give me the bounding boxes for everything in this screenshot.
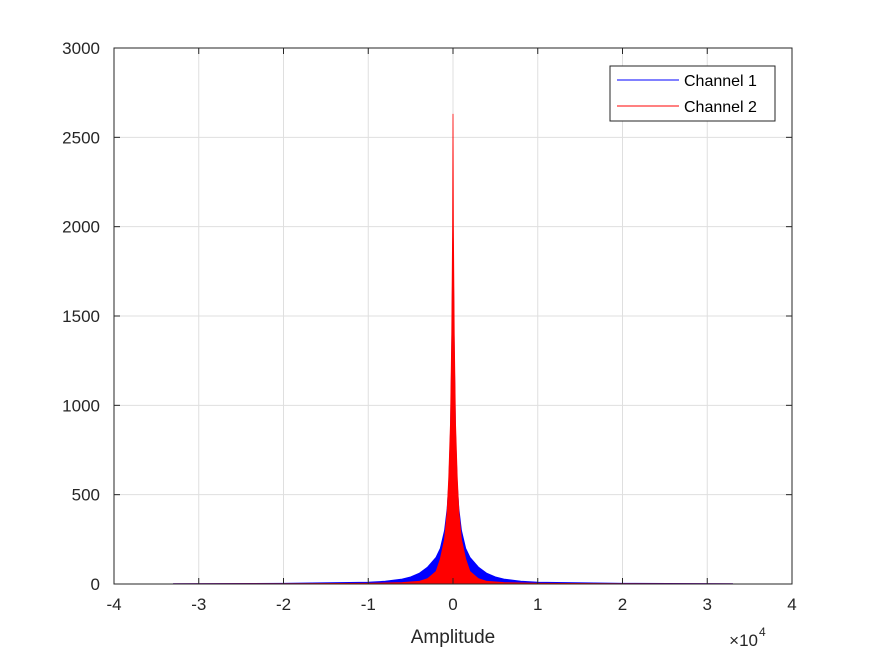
x-exponent-base: ×10: [729, 631, 758, 650]
x-exponent: ×10 4: [729, 625, 766, 650]
y-tick-label: 500: [72, 486, 100, 505]
x-tick-label: -2: [276, 595, 291, 614]
legend-box: [609, 65, 776, 122]
legend-label-channel-2: Channel 2: [684, 99, 757, 116]
x-axis-label: Amplitude: [411, 627, 496, 648]
y-tick-label: 0: [91, 575, 100, 594]
x-tick-label: 1: [533, 595, 542, 614]
x-tick-label: 4: [787, 595, 796, 614]
x-tick-label: 3: [703, 595, 712, 614]
x-tick-label: 2: [618, 595, 627, 614]
x-ticks: -4 -3 -2 -1 0 1 2 3 4: [106, 48, 797, 614]
x-tick-label: -1: [361, 595, 376, 614]
x-tick-label: -4: [106, 595, 121, 614]
y-tick-label: 2500: [62, 128, 100, 147]
series-channel-2-area: [172, 113, 734, 585]
series-layer: [172, 113, 734, 585]
x-tick-label: 0: [448, 595, 457, 614]
y-tick-label: 3000: [62, 39, 100, 58]
legend-label-channel-1: Channel 1: [684, 73, 757, 90]
y-ticks: 0 500 1000 1500 2000 2500 3000: [62, 39, 792, 594]
y-tick-label: 1000: [62, 396, 100, 415]
x-exponent-power: 4: [759, 625, 766, 639]
y-tick-label: 1500: [62, 307, 100, 326]
x-tick-label: -3: [191, 595, 206, 614]
y-tick-label: 2000: [62, 218, 100, 237]
legend: Channel 1 Channel 2: [609, 65, 776, 122]
